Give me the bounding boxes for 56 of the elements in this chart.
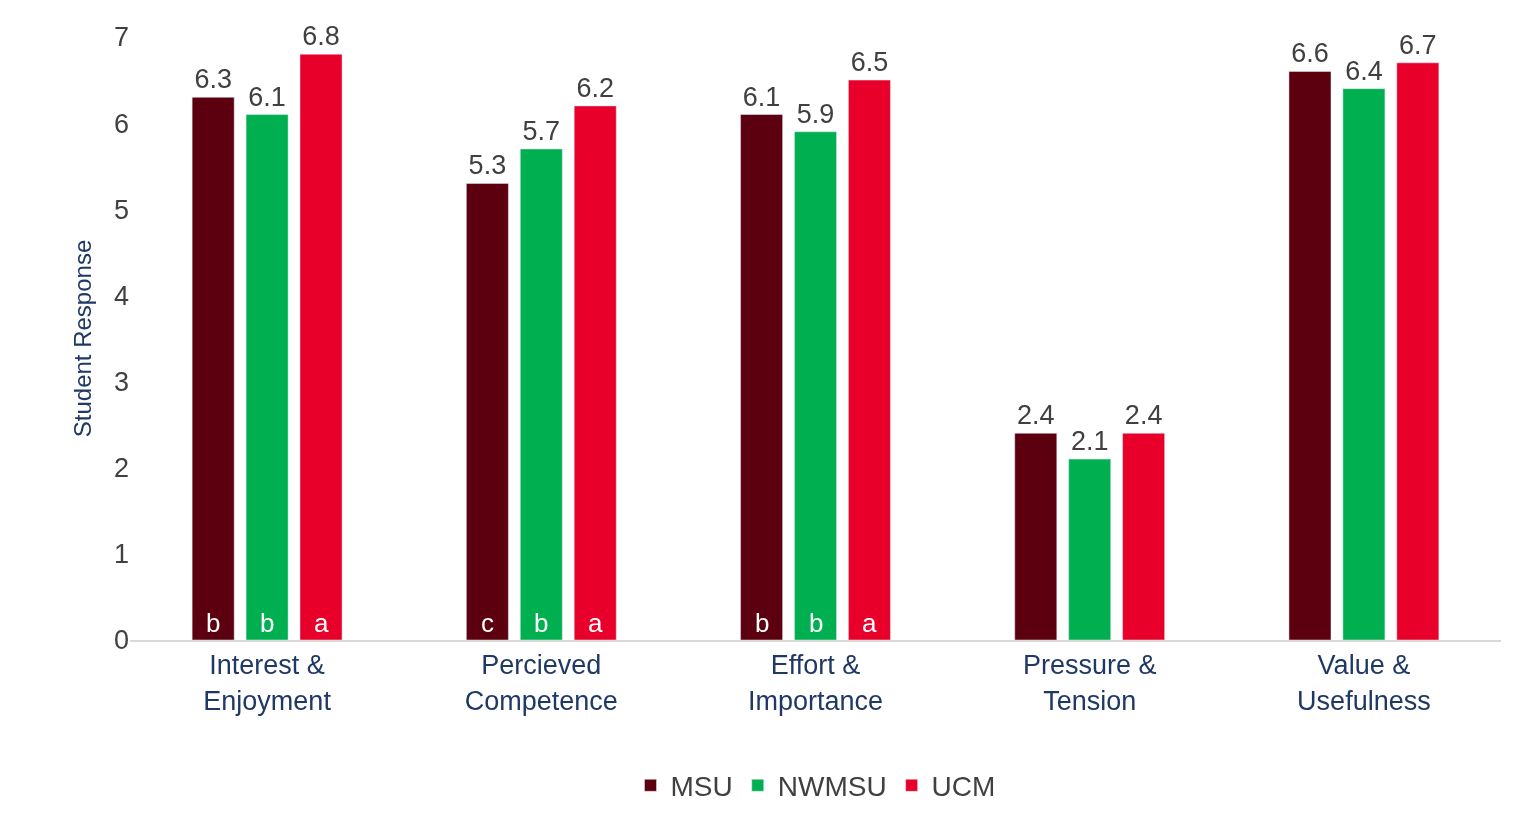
y-tick-label: 6 [113, 108, 129, 139]
annotation: a [588, 608, 603, 638]
bar [1396, 62, 1440, 640]
data-label: 2.1 [1070, 426, 1109, 457]
data-label: 6.4 [1345, 55, 1383, 86]
legend-label: NWMSU [777, 771, 887, 803]
data-label: 6.3 [194, 64, 232, 95]
x-tick-label: Effort & Importance [747, 650, 884, 716]
x-tick-label: Value & Usefulness [1297, 650, 1431, 716]
y-tick-label: 0 [113, 625, 129, 656]
legend-label: UCM [931, 771, 996, 803]
data-label: 6.8 [302, 21, 340, 52]
bar [1068, 458, 1111, 640]
bar [1122, 433, 1165, 640]
bar [520, 148, 563, 640]
y-tick-label: 4 [113, 280, 129, 311]
annotation: a [314, 608, 329, 638]
bar [191, 97, 235, 640]
y-axis-title: Student Response [69, 239, 97, 438]
data-label: 6.6 [1291, 38, 1329, 69]
bar [1288, 71, 1332, 640]
data-label: 2.4 [1124, 400, 1163, 431]
legend-label: MSU [670, 771, 733, 803]
bar [299, 53, 343, 640]
data-label: 5.7 [522, 115, 561, 146]
x-tick-label: Percieved Competence [464, 650, 618, 716]
y-tick-label: 7 [113, 22, 129, 53]
annotation: a [862, 608, 877, 638]
data-label: 6.1 [248, 81, 286, 112]
data-label: 2.4 [1017, 400, 1055, 431]
annotation: c [481, 608, 494, 638]
bar [1014, 433, 1058, 640]
y-tick-label: 1 [113, 539, 129, 570]
annotation: b [260, 608, 275, 638]
data-label: 6.5 [850, 47, 889, 78]
bar [466, 183, 509, 640]
data-label: 6.7 [1399, 29, 1437, 60]
bar [794, 131, 837, 640]
bar [245, 114, 289, 640]
bar [573, 105, 617, 640]
bar [1342, 88, 1386, 640]
data-label: 5.3 [468, 150, 507, 181]
data-label: 6.2 [576, 72, 614, 103]
data-label: 5.9 [796, 98, 835, 129]
x-tick-label: Interest & Enjoyment [203, 650, 332, 716]
x-tick-label: Pressure & Tension [1022, 650, 1157, 716]
y-tick-label: 3 [113, 367, 129, 398]
annotation: b [755, 608, 770, 638]
bar [848, 79, 891, 640]
annotation: b [809, 608, 824, 638]
bar [740, 114, 783, 640]
data-label: 6.1 [742, 81, 781, 112]
annotation: b [206, 608, 221, 638]
y-tick-label: 2 [113, 453, 129, 484]
annotation: b [534, 608, 549, 638]
y-tick-label: 5 [113, 194, 129, 225]
